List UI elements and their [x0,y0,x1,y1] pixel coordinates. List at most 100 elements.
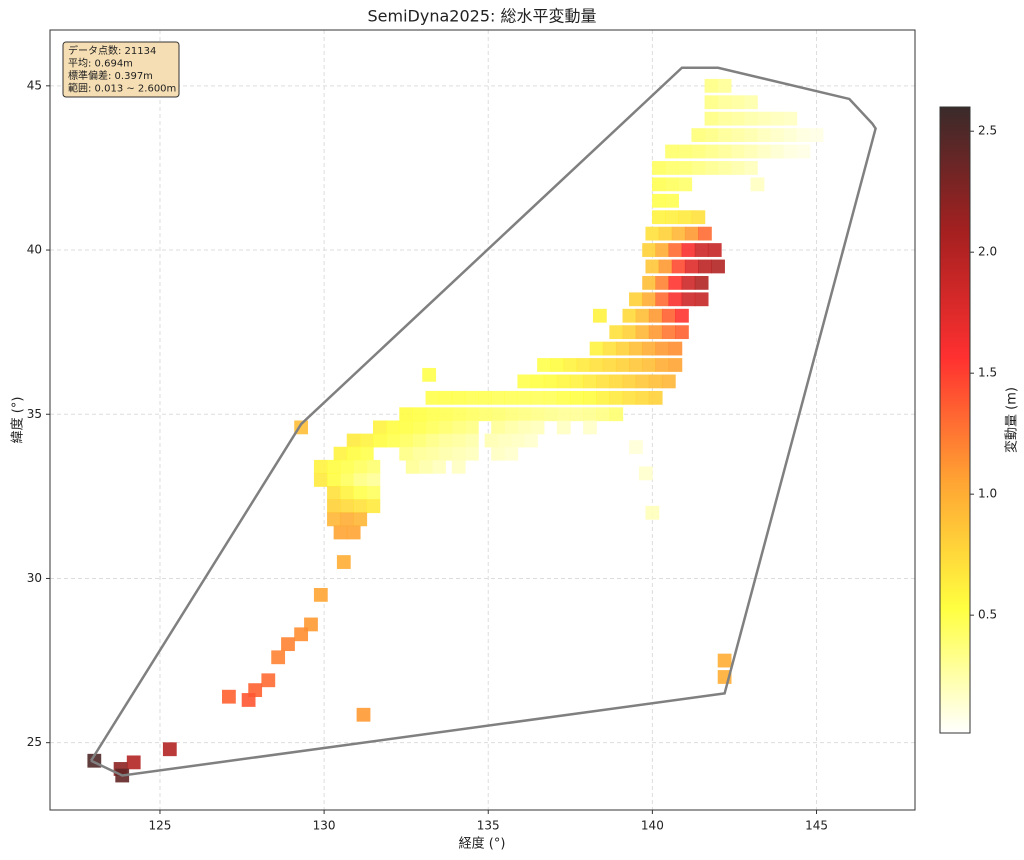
x-tick-label: 135 [477,819,500,833]
data-point [583,374,597,389]
data-point [681,292,696,307]
data-point [491,407,505,422]
data-point [665,210,679,225]
data-point [333,525,348,540]
data-point [694,292,709,307]
data-point [530,420,545,435]
data-point [678,210,693,225]
data-point [796,144,811,159]
data-point [743,128,758,142]
colorbar-tick-label: 1.5 [978,366,997,380]
data-point [622,374,637,389]
x-tick-label: 145 [805,819,828,833]
data-point [730,128,745,142]
data-point [438,446,453,461]
y-tick-label: 40 [27,243,42,257]
data-point [222,689,236,704]
data-point [638,466,653,481]
data-point [537,358,551,372]
data-point [783,111,798,126]
data-point [464,446,479,461]
data-point [635,308,650,323]
data-point [629,440,643,454]
data-point [356,707,371,722]
data-point [655,243,670,257]
data-point [327,486,341,500]
stats-line: 範囲: 0.013 ~ 2.600m [68,82,176,95]
data-point [464,407,479,422]
data-point [652,161,666,175]
data-point [675,325,689,340]
data-point [668,341,683,356]
x-tick-label: 130 [313,819,336,833]
data-point [642,275,656,290]
data-point [418,459,433,474]
data-point [340,499,354,514]
data-point [629,341,643,356]
data-point [353,473,368,487]
data-point [609,390,624,405]
colorbar-tick-label: 2.0 [978,245,997,259]
data-point [596,407,611,422]
data-point [425,446,440,461]
data-point [602,358,617,372]
data-point [704,144,719,159]
stats-line: 標準偏差: 0.397m [68,69,153,82]
data-point [668,243,683,257]
data-point [661,325,676,340]
data-point [592,308,607,323]
data-point [661,374,676,389]
data-point [412,407,427,422]
data-point [691,144,706,159]
data-point [366,459,381,474]
data-point [530,407,545,422]
data-point [359,446,374,461]
stats-line: データ点数: 21134 [68,44,156,57]
data-point [556,407,571,422]
data-point [294,627,309,642]
data-point [340,486,354,500]
data-point [730,111,745,126]
data-point [668,358,683,372]
data-point [665,193,679,208]
data-point [730,161,745,175]
data-point [517,420,532,435]
data-point [583,407,597,422]
data-point [668,292,683,307]
data-point [658,226,673,241]
data-point [556,390,571,405]
data-point [399,420,414,435]
data-point [655,341,670,356]
data-point [615,341,630,356]
data-point [556,420,571,435]
data-point [504,446,519,461]
data-point [517,407,532,422]
data-point [451,407,466,422]
data-point [386,420,400,435]
data-point [691,210,706,225]
data-point [704,161,719,175]
data-point [648,325,663,340]
data-point [478,407,492,422]
data-point [241,693,256,707]
data-point [602,341,617,356]
data-point [642,341,656,356]
data-point [622,308,637,323]
colorbar-label: 変動量 (m) [1004,387,1020,453]
data-point [796,128,811,142]
data-point [550,358,565,372]
data-point [464,420,479,435]
y-axis-label: 緯度 (°) [10,397,26,444]
data-point [405,459,420,474]
data-point [313,587,328,602]
plot-frame [49,29,916,811]
data-point [717,111,732,126]
data-point [609,407,624,422]
data-point [451,420,466,435]
data-point [412,433,427,448]
data-point [717,144,732,159]
data-point [451,433,466,448]
data-point [162,742,177,757]
data-point [661,308,676,323]
data-point [313,459,328,474]
